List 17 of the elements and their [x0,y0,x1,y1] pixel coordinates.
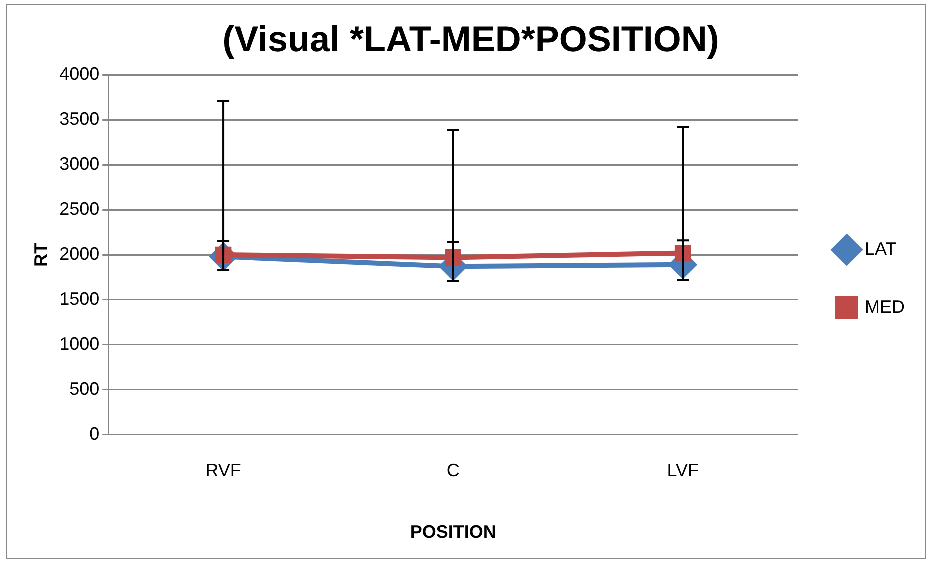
y-tick-label: 3500 [60,109,100,130]
y-tick-label: 3000 [60,154,100,174]
y-tick-label: 4000 [60,64,100,84]
y-tick-label: 2000 [60,244,100,264]
y-tick-label: 1500 [60,288,100,309]
x-tick-label: LVF [667,460,699,481]
x-tick-label: RVF [206,460,242,481]
x-tick-label: C [446,460,460,481]
y-tick-label: 0 [90,424,100,444]
y-tick-label: 500 [70,378,100,399]
legend-label: MED [865,296,905,317]
x-axis-title: POSITION [410,522,496,542]
y-tick-label: 1000 [60,334,100,354]
chart-title: (Visual *LAT-MED*POSITION) [222,18,720,60]
y-axis-title: RT [30,243,51,267]
legend-label: LAT [865,238,897,259]
y-tick-label: 2500 [60,199,100,220]
